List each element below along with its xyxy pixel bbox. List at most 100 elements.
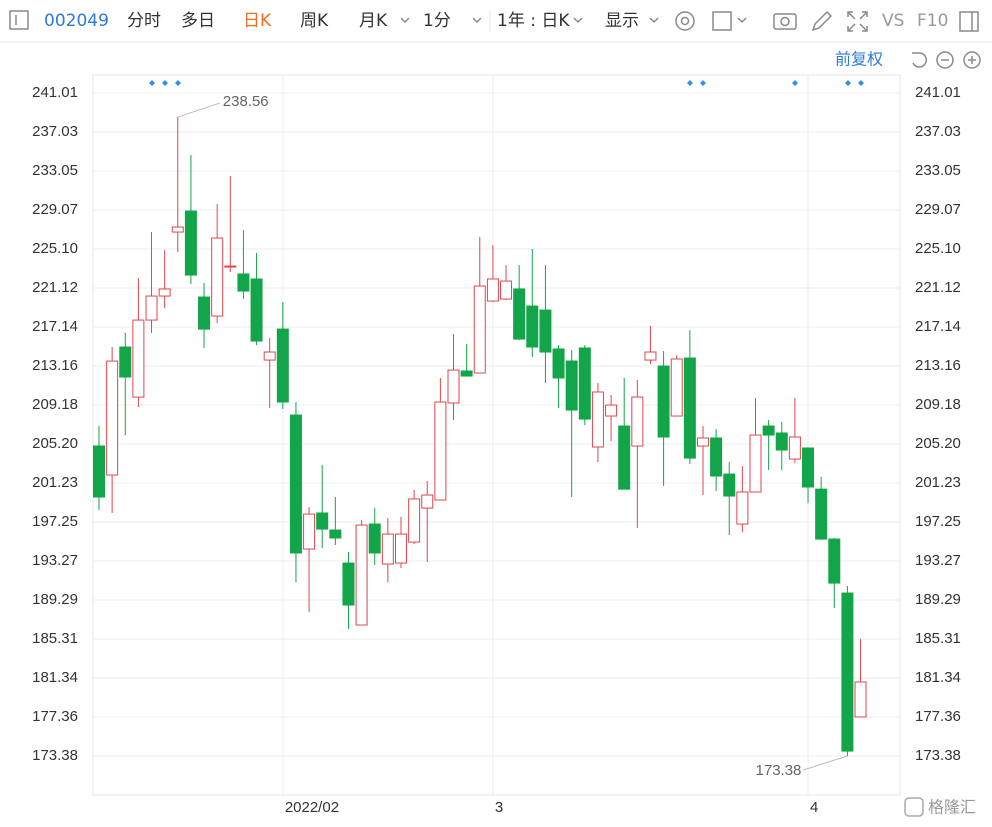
- candle-body: [762, 425, 775, 436]
- y2-tick-label: 185.31: [915, 630, 961, 647]
- plot-frame: [92, 74, 901, 796]
- candle-body: [618, 425, 631, 490]
- candle-body: [854, 681, 867, 718]
- y2-tick-label: 217.14: [915, 318, 961, 335]
- tab[interactable]: 1分: [423, 11, 451, 31]
- candle-body: [132, 319, 145, 398]
- y2-tick-label: 197.25: [915, 513, 961, 530]
- candle-body: [539, 309, 552, 353]
- tab[interactable]: 显示: [605, 11, 639, 31]
- menu-icon[interactable]: [9, 10, 29, 30]
- settings-icon[interactable]: [675, 11, 695, 31]
- watermark-logo: [904, 797, 924, 817]
- candle-body: [145, 295, 158, 321]
- candle-body: [329, 529, 342, 539]
- candle-body: [631, 396, 644, 447]
- candle-body: [355, 524, 368, 626]
- chevron: [737, 17, 747, 24]
- y-tick-label: 193.27: [32, 552, 78, 569]
- pencil-icon[interactable]: [811, 10, 833, 32]
- y2-tick-label: 241.01: [915, 84, 961, 101]
- x-tick-label: 4: [810, 799, 818, 816]
- expand-icon[interactable]: [847, 11, 868, 32]
- y2-tick-label: 221.12: [915, 279, 961, 296]
- y-tick-label: 225.10: [32, 240, 78, 257]
- candle-body: [408, 498, 421, 543]
- y2-tick-label: 225.10: [915, 240, 961, 257]
- candle-body: [841, 592, 854, 752]
- color-icon[interactable]: [712, 11, 732, 31]
- candle-body: [565, 360, 578, 411]
- adjust-button[interactable]: 前复权: [835, 50, 883, 69]
- chevron: [649, 17, 659, 24]
- y2-tick-label: 201.23: [915, 474, 961, 491]
- candle-body: [473, 285, 486, 374]
- y-tick-label: 201.23: [32, 474, 78, 491]
- zoom-in-plus: [968, 56, 976, 64]
- candle-body: [828, 538, 841, 584]
- reset-icon[interactable]: [912, 52, 928, 68]
- y-tick-label: 241.01: [32, 84, 78, 101]
- tab[interactable]: 多日: [181, 11, 215, 31]
- camera-icon[interactable]: [773, 13, 797, 30]
- y-tick-label: 181.34: [32, 669, 78, 686]
- candle-body: [434, 401, 447, 501]
- y-tick-label: 237.03: [32, 123, 78, 140]
- candle-body: [381, 533, 394, 565]
- y2-tick-label: 205.20: [915, 435, 961, 452]
- tab[interactable]: 分时: [127, 11, 161, 31]
- candle-body: [171, 226, 184, 233]
- y2-tick-label: 173.38: [915, 747, 961, 764]
- y2-tick-label: 209.18: [915, 396, 961, 413]
- candle-body: [447, 369, 460, 404]
- candle-body: [657, 365, 670, 438]
- event-marker[interactable]: [149, 80, 864, 86]
- max-leader: [177, 102, 220, 118]
- stock-code[interactable]: 002049: [44, 11, 109, 31]
- camera-lens: [780, 16, 790, 27]
- vs-button[interactable]: VS: [882, 11, 904, 31]
- tab[interactable]: 1年 : 日K: [497, 11, 570, 31]
- candle-body: [184, 210, 197, 276]
- grid: [93, 75, 900, 795]
- panel-icon[interactable]: [959, 11, 979, 32]
- candle-body: [788, 436, 801, 460]
- y-tick-label: 221.12: [32, 279, 78, 296]
- tab-active[interactable]: 日K: [243, 11, 272, 31]
- x-tick-label: 2022/02: [285, 799, 339, 816]
- y2-tick-label: 189.29: [915, 591, 961, 608]
- candle-body: [158, 288, 171, 297]
- candle-body: [421, 494, 434, 509]
- chevron: [573, 17, 583, 24]
- y-tick-label: 229.07: [32, 201, 78, 218]
- watermark-text: 格隆汇: [928, 798, 976, 817]
- candle-body: [644, 351, 657, 361]
- candle-body: [552, 348, 565, 379]
- y-tick-label: 217.14: [32, 318, 78, 335]
- y2-tick-label: 177.36: [915, 708, 961, 725]
- candle-body: [736, 491, 749, 525]
- candle-body: [342, 562, 355, 606]
- candle-body: [526, 305, 539, 348]
- candle-body: [683, 357, 696, 459]
- settings-icon-core: [680, 16, 690, 26]
- zoom-out-icon[interactable]: [936, 51, 954, 69]
- candle-body: [513, 288, 526, 340]
- candle-body: [368, 523, 381, 554]
- zoom-in-icon[interactable]: [963, 51, 981, 69]
- y2-tick-label: 213.16: [915, 357, 961, 374]
- candle-body: [289, 414, 302, 554]
- y-tick-label: 213.16: [32, 357, 78, 374]
- tab[interactable]: 周K: [300, 11, 329, 31]
- candle-body: [316, 512, 329, 530]
- tab[interactable]: 月K: [359, 11, 388, 31]
- f10-button[interactable]: F10: [917, 11, 948, 31]
- candle-body: [224, 265, 237, 268]
- y-tick-label: 197.25: [32, 513, 78, 530]
- y-tick-label: 173.38: [32, 747, 78, 764]
- min-leader: [803, 755, 848, 771]
- candle-body: [276, 328, 289, 403]
- candle-body: [696, 437, 709, 447]
